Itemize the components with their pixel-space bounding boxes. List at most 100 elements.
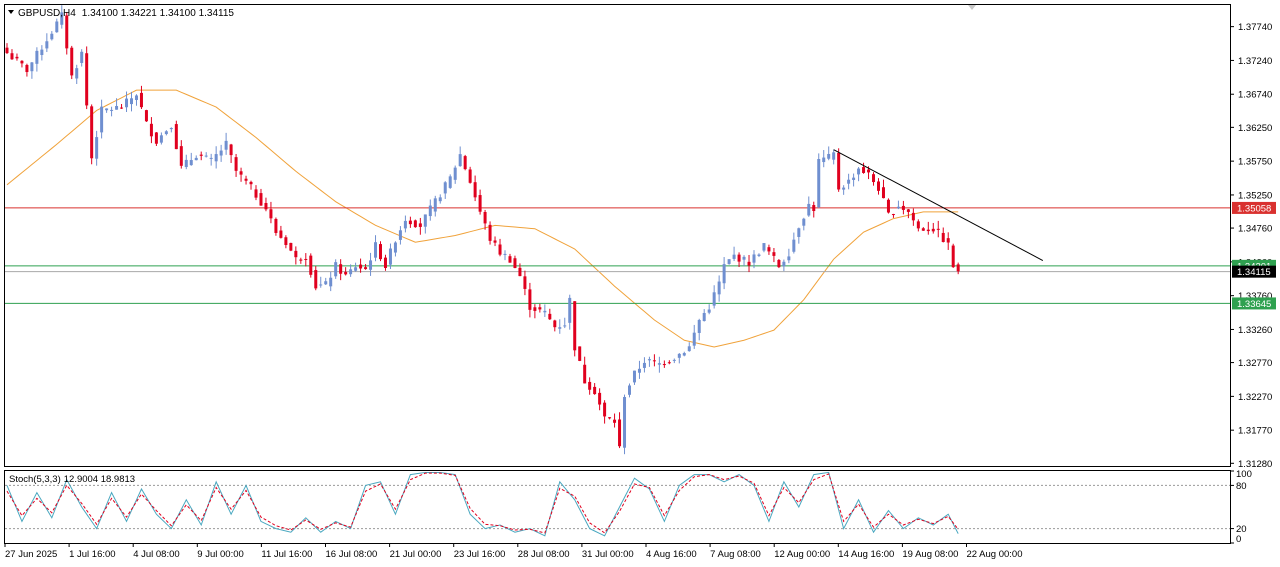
time-tick-label: 12 Aug 00:00	[774, 549, 830, 560]
time-tick-label: 21 Jul 00:00	[390, 549, 442, 560]
bear-candle	[767, 247, 771, 252]
bull-candle	[388, 248, 392, 265]
bull-candle	[692, 332, 696, 346]
bear-candle	[877, 181, 880, 191]
bull-candle	[896, 206, 900, 209]
bear-candle	[583, 364, 587, 384]
bull-candle	[105, 108, 109, 111]
bear-candle	[777, 259, 781, 268]
symbol-menu-triangle-icon[interactable]	[8, 10, 14, 14]
bear-candle	[179, 146, 183, 166]
bull-candle	[433, 198, 437, 212]
bull-candle	[110, 109, 114, 111]
support-level-label: 1.33645	[1237, 299, 1271, 310]
price-tick-label: 1.31770	[1238, 426, 1272, 437]
bear-candle	[941, 232, 945, 242]
bear-candle	[264, 202, 268, 210]
bear-candle	[921, 228, 925, 231]
bull-candle	[832, 152, 836, 160]
bear-candle	[528, 289, 532, 310]
bull-candle	[443, 182, 447, 194]
bear-candle	[120, 107, 124, 109]
bull-candle	[822, 157, 826, 163]
price-tick-label: 1.32770	[1238, 358, 1272, 369]
bear-candle	[598, 392, 602, 405]
bull-candle	[762, 243, 766, 251]
bull-candle	[398, 230, 402, 240]
bull-candle	[697, 319, 701, 333]
bear-candle	[284, 237, 288, 245]
svg-text:Stoch(5,3,3)12.9004 18.9813: Stoch(5,3,3) 12.9004 18.9813	[9, 474, 135, 485]
price-tick-label: 1.33260	[1238, 325, 1272, 336]
bear-candle	[144, 110, 148, 122]
bear-candle	[608, 417, 612, 419]
bear-candle	[578, 346, 582, 361]
chart-shift-marker-icon[interactable]	[968, 5, 976, 10]
bull-candle	[727, 259, 731, 264]
bear-candle	[379, 244, 382, 260]
bear-candle	[5, 47, 9, 54]
support-level-tag	[1232, 297, 1276, 310]
bull-candle	[30, 62, 34, 72]
bear-candle	[249, 181, 253, 185]
time-tick-label: 1 Jul 16:00	[69, 549, 115, 560]
price-tick-label: 1.37740	[1238, 22, 1272, 33]
bear-candle	[772, 252, 776, 256]
bull-candle	[50, 33, 54, 40]
bull-candle	[687, 346, 691, 352]
bull-candle	[842, 187, 846, 190]
bull-candle	[334, 262, 338, 277]
bull-candle	[329, 277, 333, 287]
resistance-level-tag	[1232, 201, 1276, 214]
bear-candle	[662, 364, 666, 366]
bear-candle	[538, 307, 542, 310]
bull-candle	[369, 260, 373, 270]
bear-candle	[911, 212, 915, 221]
bull-candle	[164, 131, 168, 135]
bear-candle	[603, 402, 607, 417]
time-tick-label: 14 Aug 16:00	[838, 549, 894, 560]
bear-candle	[359, 264, 363, 269]
price-tick-label: 1.35250	[1238, 190, 1272, 201]
bull-candle	[209, 157, 213, 159]
bear-candle	[174, 124, 178, 150]
bear-candle	[269, 209, 273, 219]
bear-candle	[463, 156, 467, 170]
bull-candle	[847, 179, 851, 184]
bull-candle	[702, 312, 706, 322]
bear-candle	[867, 169, 871, 173]
bear-candle	[837, 152, 841, 190]
bull-candle	[319, 284, 323, 286]
bear-candle	[408, 220, 412, 225]
bear-candle	[468, 169, 472, 183]
price-tick-label: 1.31280	[1238, 459, 1272, 470]
bull-candle	[632, 370, 636, 383]
bear-candle	[279, 230, 283, 238]
bear-candle	[299, 259, 303, 261]
bear-candle	[383, 257, 387, 268]
bull-candle	[194, 157, 198, 161]
bull-candle	[60, 12, 64, 25]
bull-candle	[817, 159, 821, 208]
bull-candle	[722, 264, 726, 284]
bull-candle	[628, 385, 631, 395]
moving-average-layer	[6, 89, 959, 348]
bull-candle	[757, 254, 761, 256]
time-axis: 27 Jun 2025 1 Jul 16:00 4 Jul 08:00 9 Jul 0…	[4, 543, 1023, 560]
bull-candle	[80, 51, 84, 63]
bull-candle	[802, 218, 806, 226]
ohlc-values: 1.34100 1.34221 1.34100 1.34115	[82, 8, 235, 19]
bear-candle	[881, 187, 885, 199]
horizontal-levels-layer	[5, 207, 1230, 304]
bull-candle	[189, 160, 193, 166]
symbol-label[interactable]: GBPUSD,H4	[18, 8, 76, 19]
bull-candle	[374, 242, 378, 258]
bear-candle	[478, 195, 482, 212]
price-pane	[4, 4, 1231, 467]
bear-candle	[488, 224, 492, 241]
bear-candle	[872, 174, 876, 183]
bull-candle	[115, 105, 119, 110]
bear-candle	[294, 250, 298, 258]
bear-candle	[339, 264, 343, 274]
